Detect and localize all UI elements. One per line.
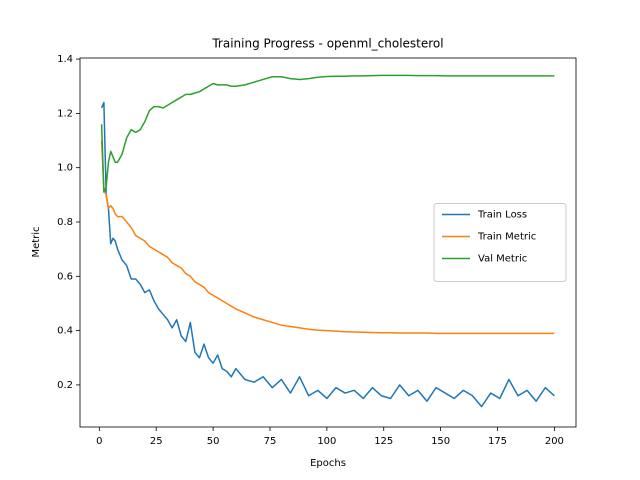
x-tick-label: 50 (207, 436, 220, 447)
x-tick-label: 25 (150, 436, 163, 447)
x-tick-label: 0 (96, 436, 102, 447)
y-tick-label: 0.8 (57, 217, 73, 228)
x-tick-label: 75 (264, 436, 277, 447)
legend-label: Train Metric (477, 232, 536, 243)
y-tick-label: 1.2 (57, 108, 73, 119)
x-tick-label: 200 (545, 436, 564, 447)
y-tick-label: 1.4 (57, 54, 73, 65)
legend-label: Val Metric (478, 254, 527, 265)
y-tick-label: 0.6 (57, 271, 73, 282)
y-tick-label: 1.0 (57, 163, 73, 174)
series-line (100, 74, 555, 193)
series-line (100, 140, 555, 335)
chart-title: Training Progress - openml_cholesterol (211, 37, 443, 51)
y-tick-label: 0.2 (57, 380, 73, 391)
x-axis-label: Epochs (310, 458, 346, 469)
y-axis-label: Metric (31, 226, 42, 257)
legend-label: Train Loss (477, 210, 527, 221)
x-tick-label: 175 (488, 436, 507, 447)
y-tick-label: 0.4 (57, 326, 73, 337)
x-tick-label: 100 (317, 436, 336, 447)
legend: Train Loss Train Metric Val Metric (433, 203, 567, 282)
plot-frame (79, 57, 577, 428)
series-line (100, 101, 555, 408)
x-tick-label: 150 (431, 436, 450, 447)
legend-box (433, 203, 567, 282)
x-tick-label: 125 (374, 436, 393, 447)
